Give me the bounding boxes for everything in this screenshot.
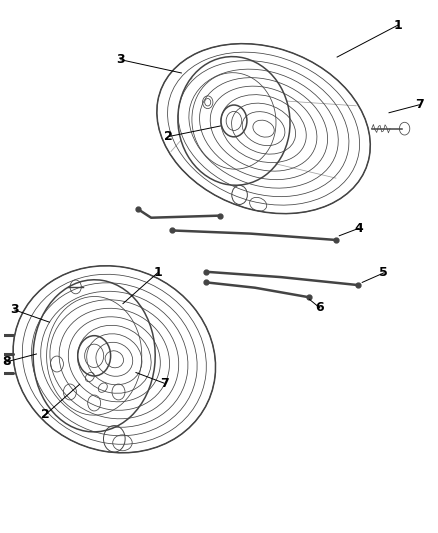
Text: 2: 2 — [41, 408, 49, 422]
Text: 7: 7 — [415, 98, 424, 111]
Text: 8: 8 — [2, 356, 11, 368]
Text: 1: 1 — [393, 19, 402, 32]
Text: 3: 3 — [117, 53, 125, 66]
Text: 5: 5 — [379, 266, 388, 279]
Text: 4: 4 — [354, 222, 363, 235]
Text: 1: 1 — [153, 266, 162, 279]
Text: 3: 3 — [11, 303, 19, 317]
Text: 7: 7 — [160, 377, 169, 390]
Text: 6: 6 — [315, 301, 324, 314]
Text: 2: 2 — [164, 130, 173, 143]
